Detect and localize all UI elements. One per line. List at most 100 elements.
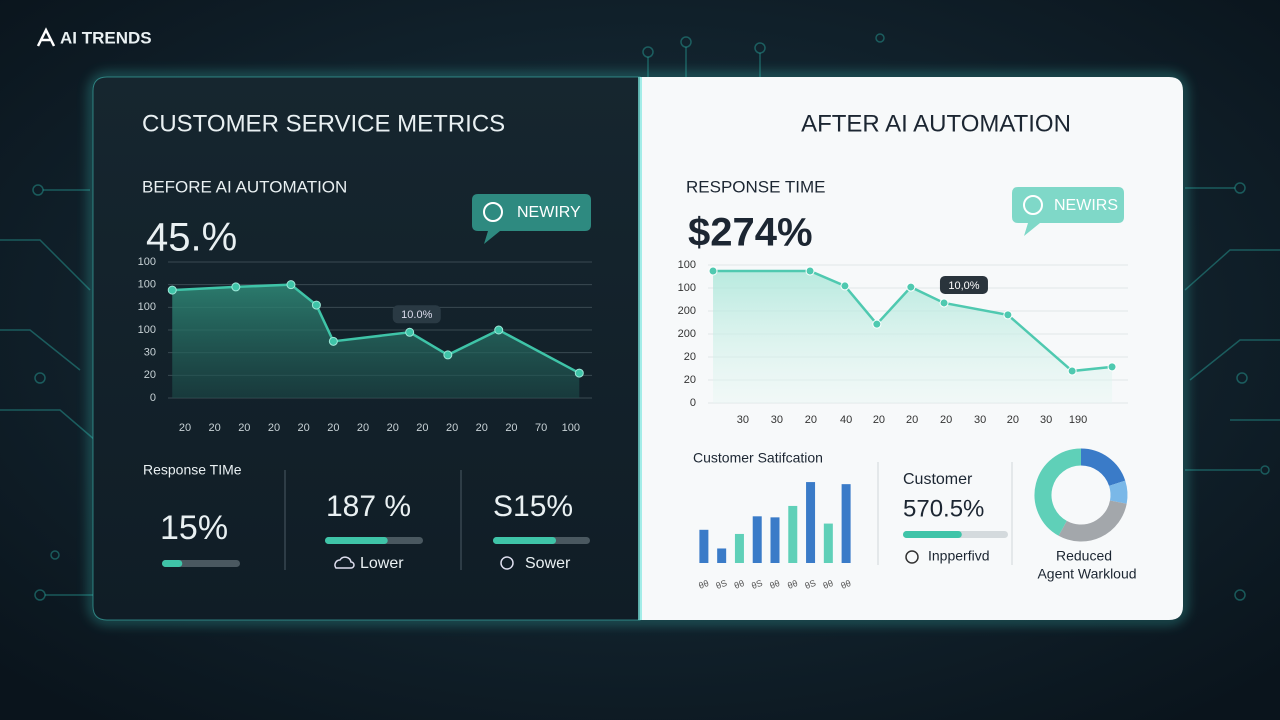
badge-text: NEWIRY — [517, 204, 581, 221]
y-tick-label: 200 — [678, 305, 696, 317]
point — [167, 285, 177, 295]
x-tick-label: θθ — [822, 578, 835, 591]
x-tick-label: 20 — [298, 422, 310, 434]
annotation: 10.0% — [401, 309, 432, 321]
x-tick-label: 100 — [562, 422, 580, 434]
y-tick-label: 0 — [690, 397, 696, 409]
x-tick-label: θθ — [733, 578, 746, 591]
brand-logo — [36, 27, 56, 47]
note-icon — [905, 550, 919, 564]
point — [1003, 310, 1013, 320]
y-tick-label: 100 — [138, 324, 156, 336]
point — [708, 266, 718, 276]
x-tick-label: 20 — [416, 422, 428, 434]
x-tick-label: 40 — [840, 414, 852, 426]
point — [286, 280, 296, 290]
y-tick-label: 100 — [678, 282, 696, 294]
y-tick-label: 100 — [138, 301, 156, 313]
x-tick-label: 190 — [1069, 414, 1087, 426]
bar — [717, 548, 727, 563]
brand: AI TRENDS — [60, 28, 152, 47]
donut-label: Reduced — [1056, 548, 1112, 564]
y-tick-label: 100 — [138, 279, 156, 291]
panel-divider — [638, 77, 642, 620]
progress-fill — [325, 537, 388, 544]
headline: $274% — [688, 211, 813, 255]
badge-text: NEWIRS — [1054, 197, 1118, 214]
x-tick-label: 20 — [179, 422, 191, 434]
metric-label: Customer — [903, 471, 973, 488]
x-tick-label: 20 — [446, 422, 458, 434]
x-tick-label: 20 — [805, 414, 817, 426]
bar — [841, 484, 851, 563]
x-tick-label: θθ — [768, 578, 781, 591]
progress-fill — [493, 537, 557, 544]
donut-label: Agent Warkloud — [1037, 566, 1136, 582]
badge — [472, 194, 591, 244]
panel-label: RESPONSE TIME — [686, 177, 826, 196]
x-tick-label: θθ — [786, 578, 799, 591]
x-tick-label: 20 — [387, 422, 399, 434]
x-tick-label: 20 — [476, 422, 488, 434]
point — [1067, 366, 1077, 376]
point — [1107, 362, 1117, 372]
bar — [752, 516, 762, 563]
donut-segment — [1034, 448, 1082, 536]
point — [939, 298, 949, 308]
metric-note: Inpperfivd — [928, 548, 989, 564]
bar — [806, 482, 816, 563]
bar — [770, 517, 780, 563]
y-tick-label: 100 — [678, 259, 696, 271]
metric-value: 570.5% — [903, 495, 984, 522]
x-tick-label: θS — [803, 578, 817, 591]
circuit-decoration — [0, 33, 1280, 601]
x-tick-label: 70 — [535, 422, 547, 434]
annotation-pill — [939, 275, 988, 294]
metric-note: Lower — [360, 555, 404, 572]
metric-label: Response TIMe — [143, 462, 242, 478]
x-tick-label: θS — [715, 578, 729, 591]
x-tick-label: θθ — [839, 578, 852, 591]
point — [311, 300, 321, 310]
point — [328, 336, 338, 346]
progress-fill — [903, 531, 962, 538]
chart-title: Customer Satifcation — [693, 450, 823, 466]
x-tick-label: 20 — [209, 422, 221, 434]
donut-segment — [1108, 480, 1128, 504]
point — [405, 327, 415, 337]
bar — [788, 505, 798, 563]
x-tick-label: 30 — [737, 414, 749, 426]
x-tick-label: 20 — [906, 414, 918, 426]
progress-fill — [162, 560, 183, 567]
y-tick-label: 20 — [684, 351, 696, 363]
point — [872, 319, 882, 329]
point — [574, 368, 584, 378]
x-tick-label: θθ — [697, 578, 710, 591]
y-tick-label: 100 — [138, 256, 156, 268]
badge-icon — [483, 202, 503, 222]
metric-value: 15% — [160, 509, 228, 547]
bar — [823, 523, 833, 563]
x-tick-label: 20 — [238, 422, 250, 434]
area — [713, 270, 1113, 403]
panel-title: CUSTOMER SERVICE METRICS — [142, 110, 505, 137]
headline: 45.% — [146, 216, 237, 260]
x-tick-label: 20 — [357, 422, 369, 434]
x-tick-label: 30 — [771, 414, 783, 426]
note-icon — [334, 556, 355, 569]
y-tick-label: 20 — [684, 374, 696, 386]
x-tick-label: 20 — [327, 422, 339, 434]
bar — [699, 529, 709, 563]
x-tick-label: 20 — [268, 422, 280, 434]
donut-segment — [1058, 500, 1127, 542]
annotation: 10,0% — [948, 280, 979, 292]
badge-icon — [1023, 195, 1043, 215]
x-tick-label: θS — [750, 578, 764, 591]
y-tick-label: 200 — [678, 328, 696, 340]
x-tick-label: 20 — [873, 414, 885, 426]
point — [906, 282, 916, 292]
panel-title: AFTER AI AUTOMATION — [801, 110, 1071, 137]
annotation-pill — [392, 305, 441, 324]
point — [840, 281, 850, 291]
